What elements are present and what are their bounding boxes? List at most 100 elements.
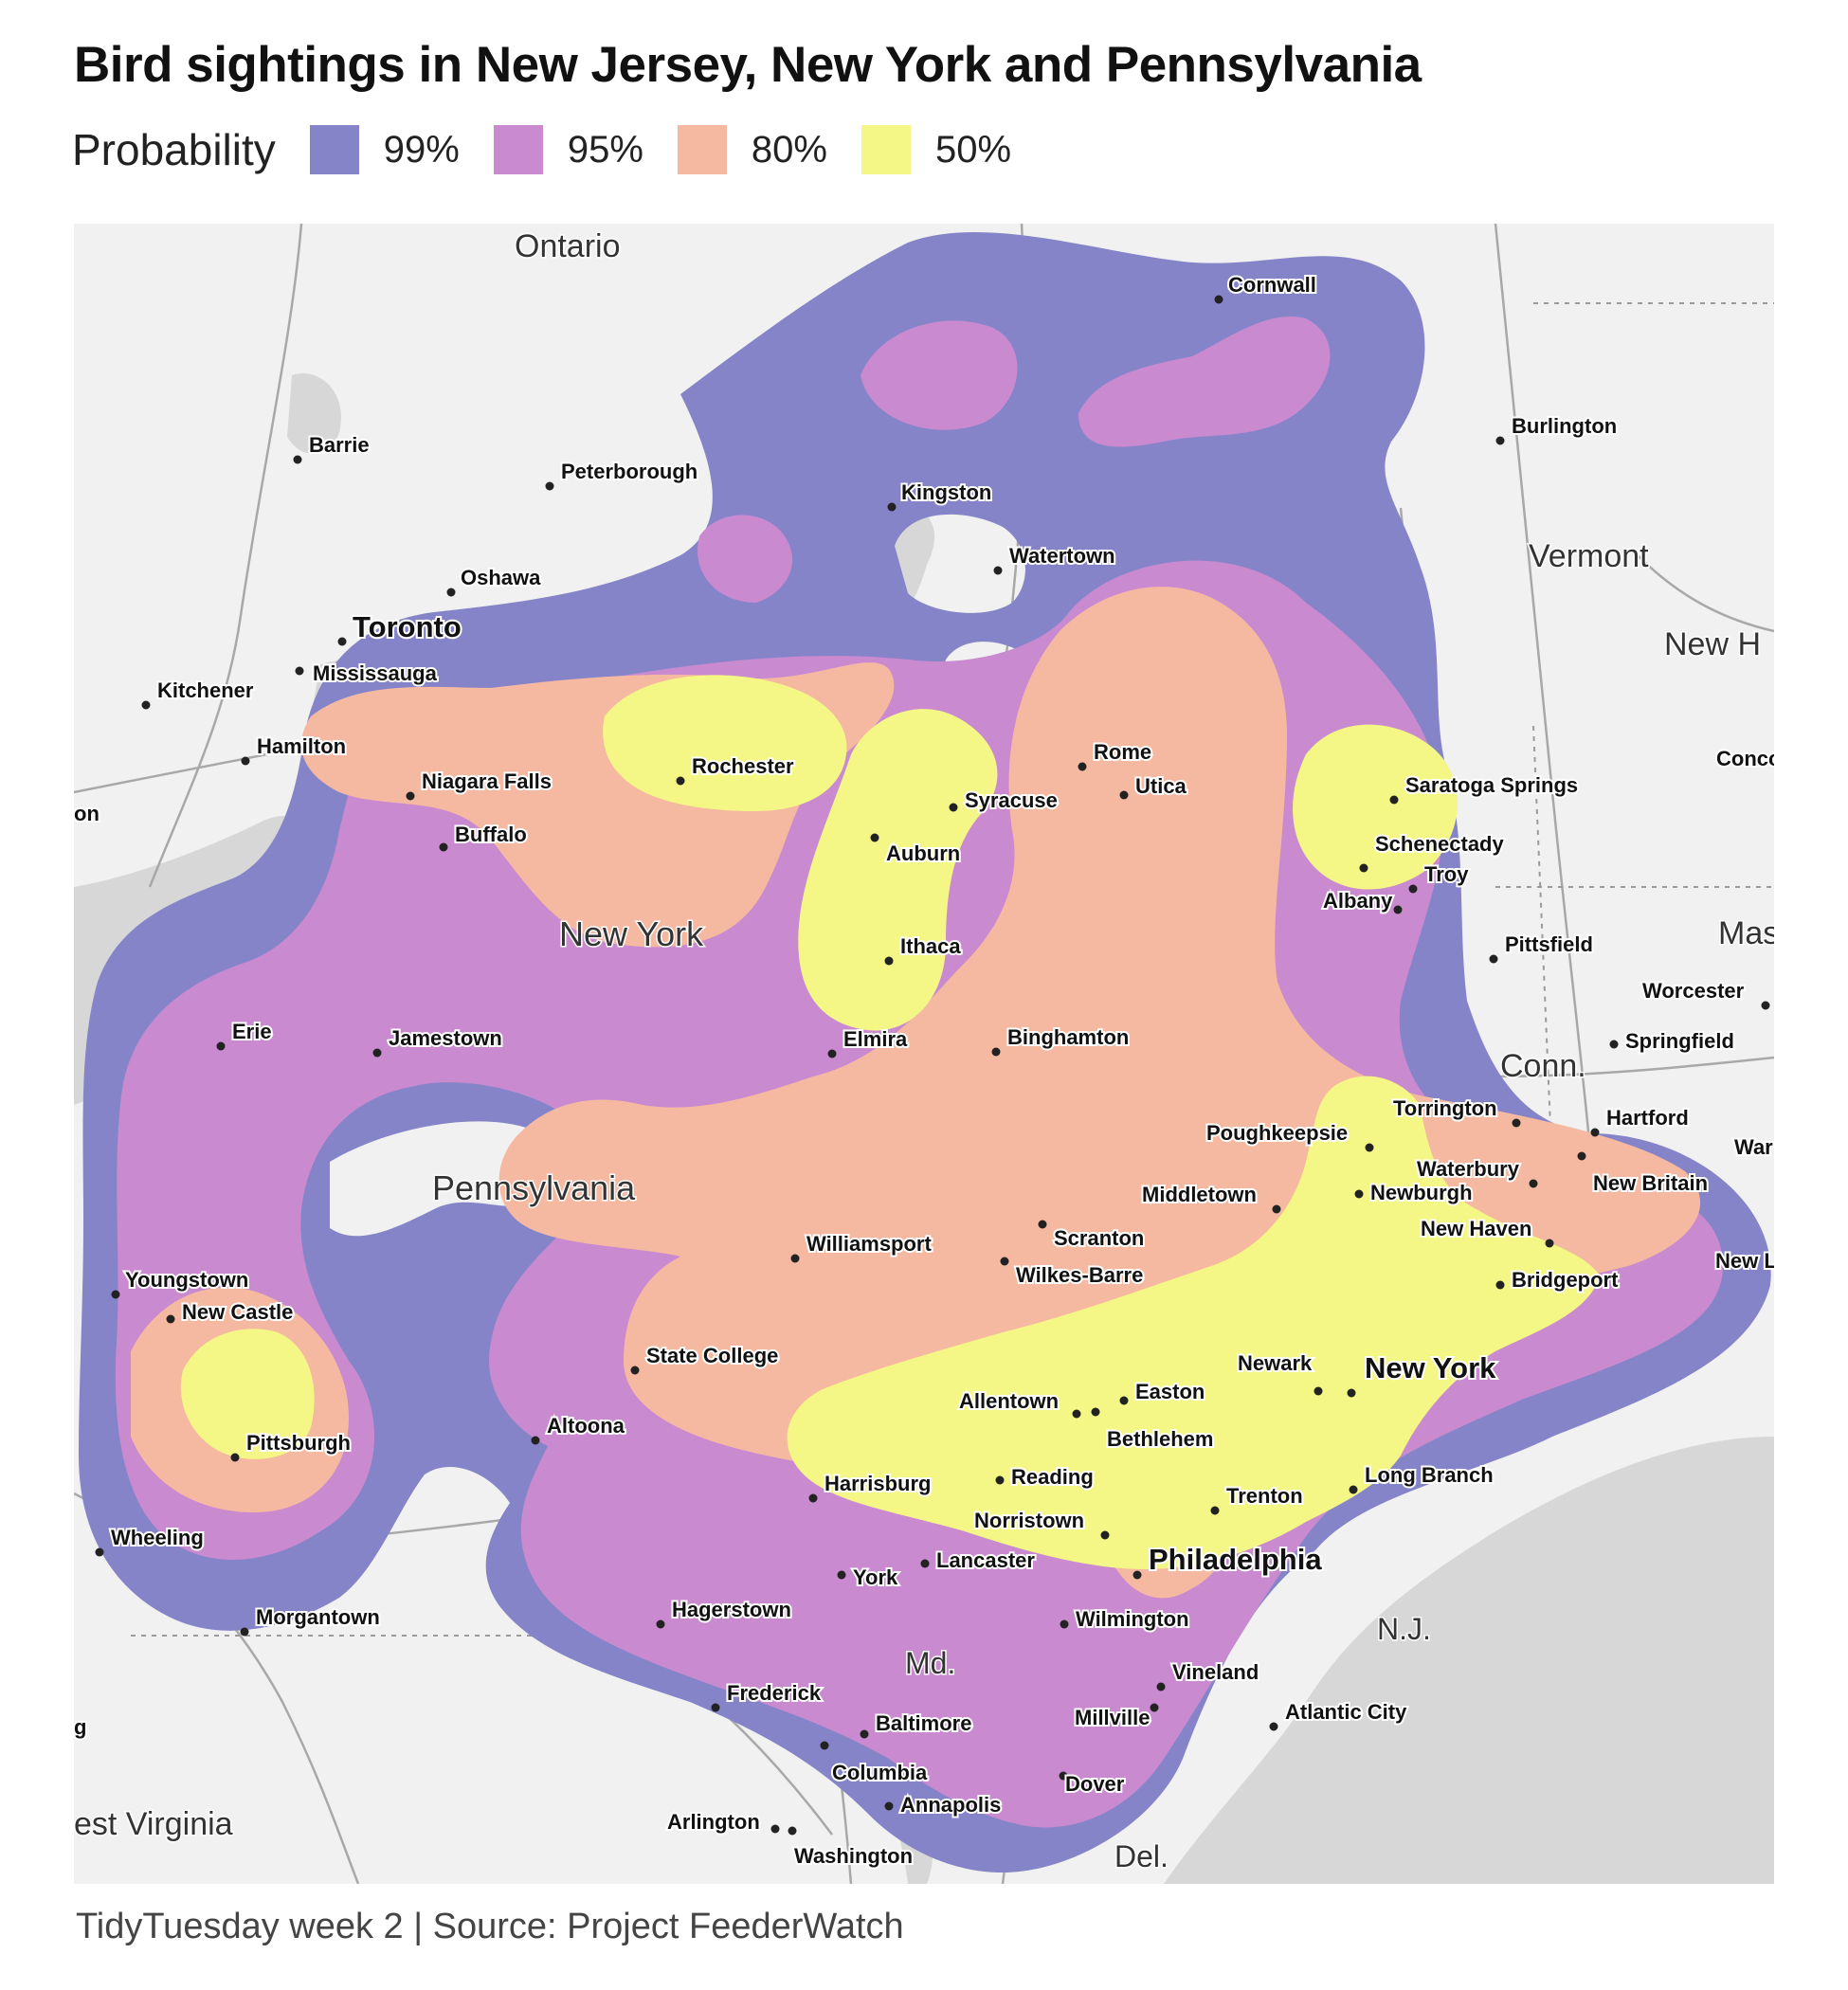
place-label: Jamestown [389,1026,502,1050]
region-label-md: Md. [905,1646,955,1680]
place-label: Troy [1424,862,1469,886]
place-label: Reading [1011,1465,1094,1489]
place-label: Newark [1238,1351,1313,1375]
place-label: Pittsburgh [246,1431,351,1455]
map[interactable]: Ontario Vermont New H Mas Conn. New York… [74,224,1774,1884]
region-label-new-york: New York [559,914,704,953]
place-label: Syracuse [965,788,1058,812]
place-label: on [74,802,100,825]
place-label: Atlantic City [1285,1700,1407,1724]
region-labels: Ontario Vermont New H Mas Conn. New York… [74,227,1774,1875]
place-label: Kitchener [157,678,254,702]
atlantic-ocean [1164,1200,1774,1884]
place-label: Barrie [309,433,370,457]
region-label-mas: Mas [1718,915,1774,951]
contour-50-rochester [603,675,847,811]
chart-title: Bird sightings in New Jersey, New York a… [74,37,1422,93]
place-label: g [74,1715,86,1739]
place-label: Wilmington [1076,1607,1189,1631]
place-label: Scranton [1054,1226,1144,1250]
legend-label-99: 99% [383,128,460,171]
legend-swatch-99 [309,125,359,174]
place-label: New Haven [1421,1217,1531,1240]
region-label-del: Del. [1114,1839,1169,1873]
place-label: Hagerstown [672,1598,791,1621]
source-caption: TidyTuesday week 2 | Source: Project Fee… [76,1907,904,1946]
legend: Probability 99% 95% 80% 50% [72,121,1045,178]
contour-50-albany [1293,724,1458,890]
region-label-west-virginia: est Virginia [74,1806,233,1842]
place-label: Lancaster [936,1548,1035,1572]
place-label: Harrisburg [824,1472,931,1495]
place-label: Watertown [1009,544,1115,568]
place-label: Wilkes-Barre [1016,1263,1143,1287]
place-label: New L [1715,1249,1774,1273]
place-label: Toronto [353,610,462,643]
place-label: Cornwall [1228,273,1316,297]
place-label: State College [646,1344,778,1367]
legend-swatch-95 [493,125,543,174]
place-label: Trenton [1226,1484,1303,1508]
place-label: Pittsfield [1505,932,1593,956]
place-label: Allentown [959,1389,1059,1413]
place-label: New Castle [182,1300,293,1324]
contour-50-syracuse [798,709,998,1031]
place-label: Arlington [667,1810,760,1834]
place-label: New Britain [1593,1171,1708,1195]
place-label: Dover [1065,1772,1125,1796]
place-label: Hamilton [257,734,346,758]
place-label: Springfield [1625,1029,1734,1053]
place-label: York [853,1565,898,1589]
place-label: Mississauga [313,661,438,685]
place-label: Rome [1094,740,1151,764]
legend-swatch-80 [677,125,727,174]
region-label-nj: N.J. [1377,1612,1431,1646]
place-label: War [1734,1135,1773,1159]
legend-item-50: 50% [861,125,1011,174]
contour-50-nyc [787,1076,1600,1569]
place-label: Morgantown [256,1605,380,1629]
legend-label-95: 95% [567,128,643,171]
region-label-ontario: Ontario [515,228,621,264]
place-label: Albany [1323,889,1393,913]
place-label: Millville [1075,1706,1150,1729]
legend-label-50: 50% [934,128,1012,171]
region-label-vermont: Vermont [1529,538,1649,574]
place-label: Erie [232,1020,272,1043]
place-label: Poughkeepsie [1206,1121,1348,1145]
contour-95-watertown [698,515,793,603]
lake-simcoe [287,373,341,455]
place-label: Worcester [1642,979,1745,1003]
place-label: Williamsport [806,1232,932,1256]
place-label: Annapolis [900,1793,1001,1817]
place-label: Bethlehem [1107,1427,1213,1451]
place-label: Niagara Falls [422,769,552,793]
legend-item-99: 99% [309,125,460,174]
region-label-conn: Conn. [1500,1048,1586,1084]
place-label: Middletown [1142,1183,1257,1206]
place-label: Elmira [843,1027,908,1051]
contour-95-north-1 [861,320,1018,430]
place-label: Philadelphia [1149,1543,1322,1576]
legend-label-80: 80% [751,128,827,171]
place-label: Kingston [901,480,991,504]
place-label: Waterbury [1417,1157,1520,1181]
region-label-new-h: New H [1664,626,1761,662]
place-label: Concc [1716,747,1774,770]
place-label: Washington [794,1844,913,1868]
place-label: Burlington [1512,414,1617,438]
place-label: Baltimore [876,1711,971,1735]
place-label: Hartford [1606,1106,1689,1130]
place-label: Columbia [832,1761,928,1784]
legend-item-95: 95% [493,125,643,174]
place-label: Oshawa [461,566,541,589]
place-label: Easton [1135,1380,1205,1403]
contour-80-scranton [1011,1002,1099,1076]
place-label: Schenectady [1375,832,1504,856]
place-label: Buffalo [455,823,527,846]
place-label: Torrington [1393,1096,1497,1120]
legend-swatch-50 [861,125,911,174]
place-label: Binghamton [1007,1025,1129,1049]
place-label: Long Branch [1365,1463,1494,1487]
contour-80-east [498,587,1701,1599]
